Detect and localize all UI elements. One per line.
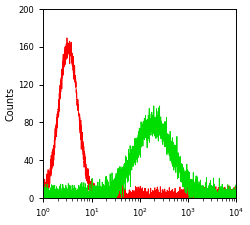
Y-axis label: Counts: Counts [6,86,16,121]
